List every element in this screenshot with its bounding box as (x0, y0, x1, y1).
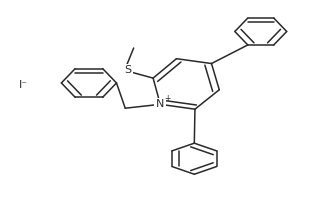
Text: +: + (164, 94, 171, 103)
Text: I⁻: I⁻ (19, 80, 28, 90)
Text: S: S (124, 65, 131, 75)
Text: N: N (156, 99, 164, 109)
